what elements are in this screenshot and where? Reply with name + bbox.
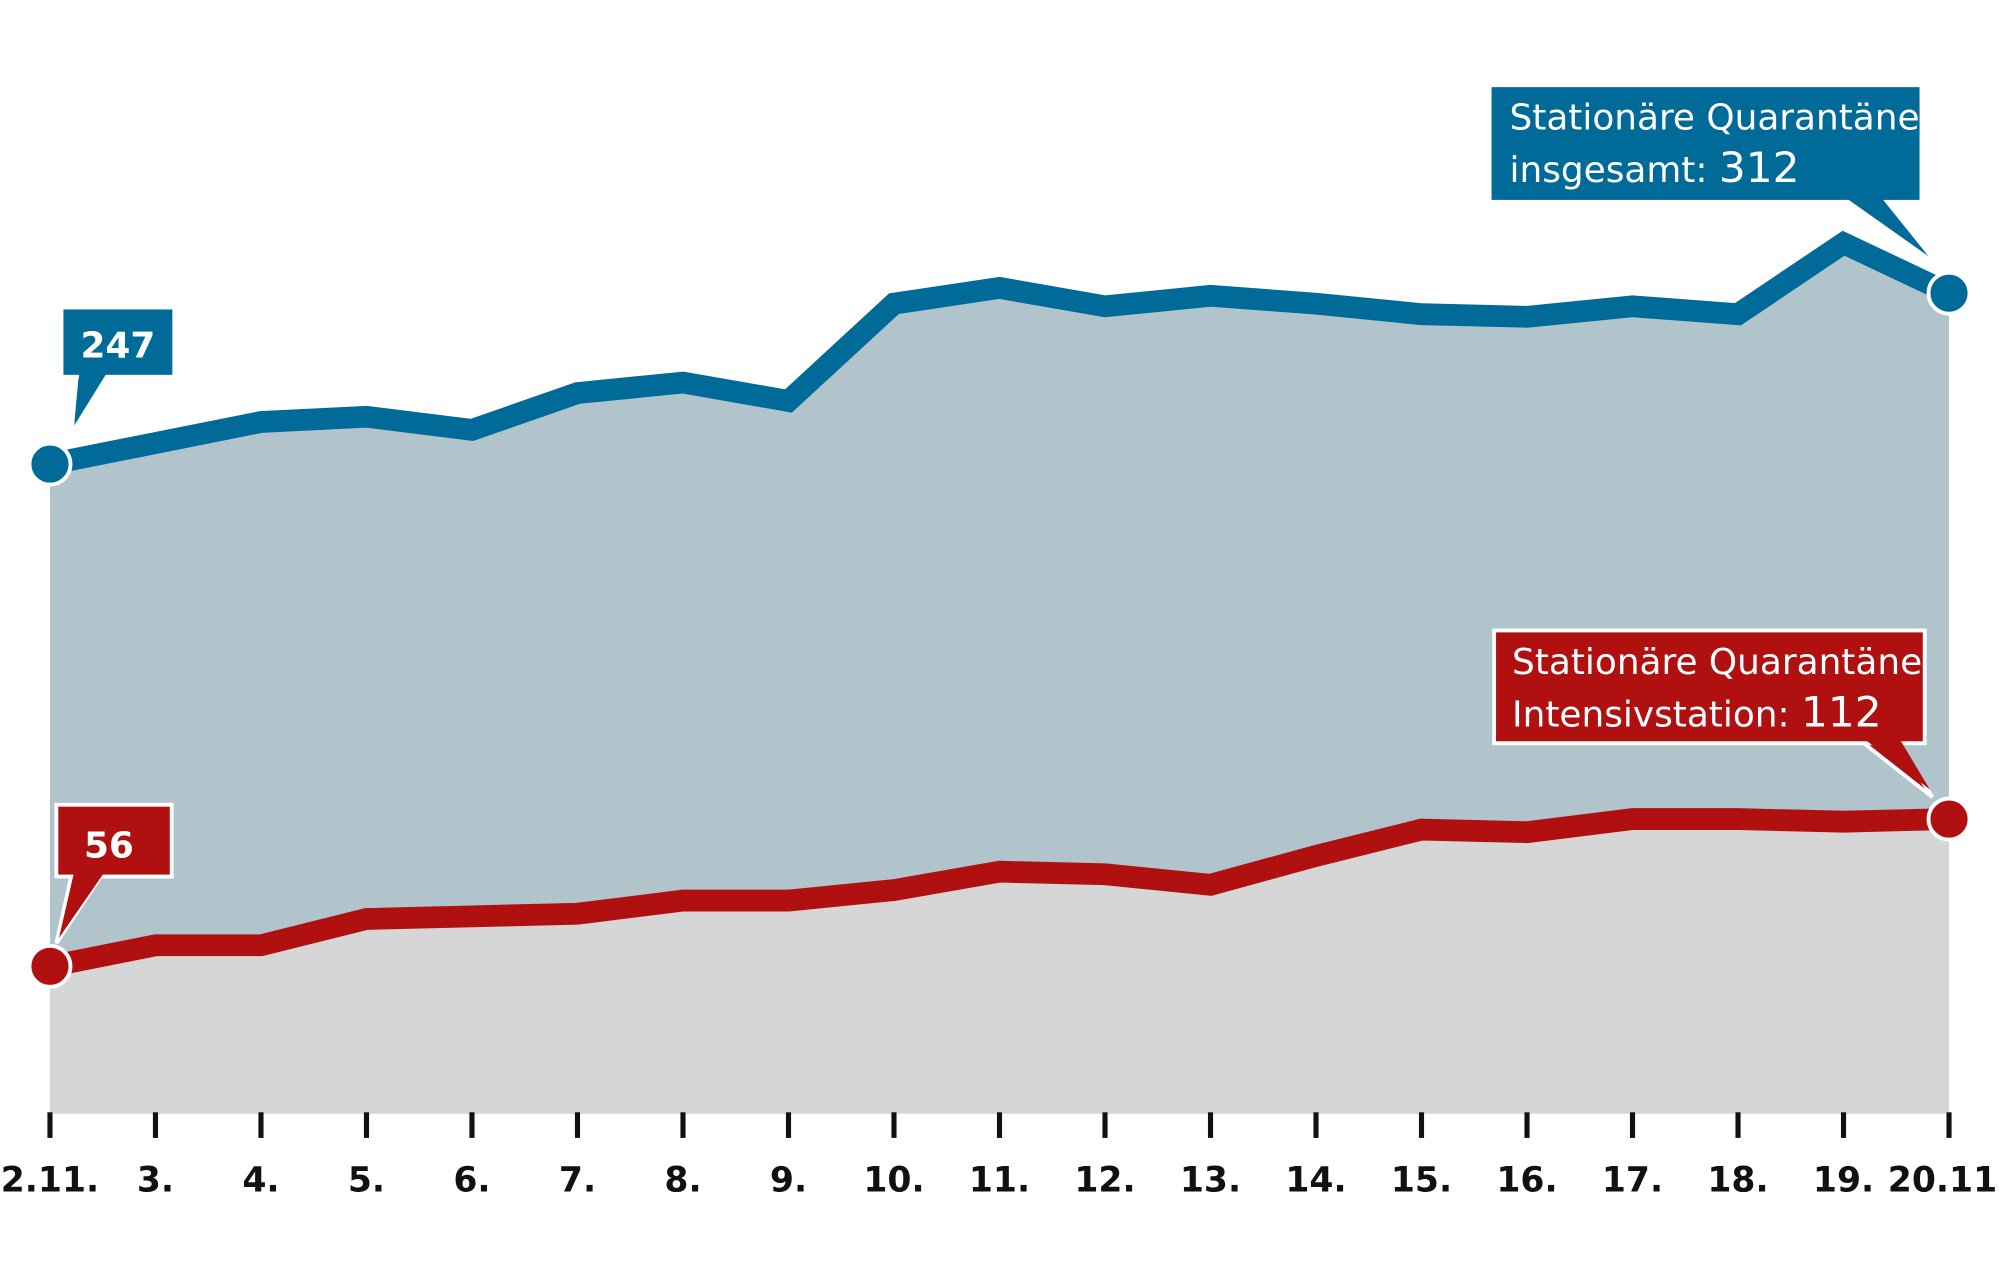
- x-tick-label: 10.: [863, 1161, 924, 1201]
- blue-end-callout: Stationäre Quarantäne insgesamt: 312: [1491, 87, 1929, 257]
- x-tick-label: 2.11.: [1, 1161, 99, 1201]
- x-tick-label: 6.: [453, 1161, 490, 1201]
- red-end-label-line1: Stationäre Quarantäne: [1512, 642, 1922, 683]
- blue-start-callout: 247: [59, 305, 177, 432]
- x-tick-label: 8.: [664, 1161, 701, 1201]
- blue-end-label-line2: insgesamt: 312: [1510, 143, 1800, 192]
- red-end-label-text: Intensivstation:: [1512, 695, 1801, 736]
- blue-end-label-text: insgesamt:: [1510, 150, 1719, 191]
- x-tick-label: 7.: [559, 1161, 596, 1201]
- x-tick-label: 11.: [969, 1161, 1030, 1201]
- marker-series-0-0: [27, 441, 73, 487]
- x-tick-label: 14.: [1285, 1161, 1346, 1201]
- red-end-label-line2: Intensivstation: 112: [1512, 688, 1882, 737]
- red-end-callout: Stationäre Quarantäne Intensivstation: 1…: [1492, 628, 1934, 799]
- x-axis: 2.11. 3. 4. 5. 6. 7. 8. 9. 10. 11. 12. 13. 14. 15. 16.…: [1, 1112, 1999, 1201]
- lines: [47, 230, 1954, 977]
- areas: [49, 243, 1950, 1114]
- x-tick-label: 16.: [1496, 1161, 1557, 1201]
- marker-series-0-18: [1926, 270, 1972, 316]
- x-tick-label: 18.: [1707, 1161, 1768, 1201]
- x-tick-label: 4.: [242, 1161, 279, 1201]
- x-tick-label: 17.: [1602, 1161, 1663, 1201]
- blue-start-label: 247: [80, 326, 155, 367]
- line-series-0: [47, 230, 1954, 475]
- marker-series-1-18: [1926, 796, 1972, 842]
- end-markers: [27, 270, 1972, 989]
- blue-end-label-line1: Stationäre Quarantäne: [1510, 97, 1920, 138]
- x-tick-label: 13.: [1180, 1161, 1241, 1201]
- marker-series-1-0: [27, 943, 73, 989]
- x-tick-label: 3.: [137, 1161, 174, 1201]
- red-start-callout: 56: [54, 802, 174, 945]
- x-tick-label: 20.11.: [1888, 1161, 1999, 1201]
- line-series-1: [47, 808, 1950, 977]
- red-start-label: 56: [84, 825, 134, 866]
- x-tick-label: 9.: [770, 1161, 807, 1201]
- x-tick-label: 12.: [1074, 1161, 1135, 1201]
- x-tick-label: 19.: [1813, 1161, 1874, 1201]
- blue-end-value: 312: [1719, 143, 1800, 192]
- red-end-value: 112: [1801, 688, 1882, 737]
- x-tick-label: 15.: [1391, 1161, 1452, 1201]
- area-series-1: [49, 819, 1950, 1114]
- x-tick-label: 5.: [348, 1161, 385, 1201]
